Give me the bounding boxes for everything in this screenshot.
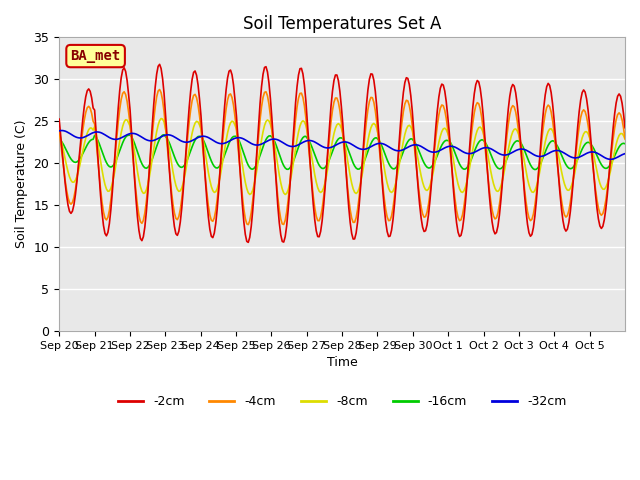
Y-axis label: Soil Temperature (C): Soil Temperature (C) — [15, 120, 28, 248]
X-axis label: Time: Time — [326, 356, 358, 369]
Text: BA_met: BA_met — [70, 49, 121, 63]
Title: Soil Temperatures Set A: Soil Temperatures Set A — [243, 15, 441, 33]
Legend: -2cm, -4cm, -8cm, -16cm, -32cm: -2cm, -4cm, -8cm, -16cm, -32cm — [113, 390, 572, 413]
